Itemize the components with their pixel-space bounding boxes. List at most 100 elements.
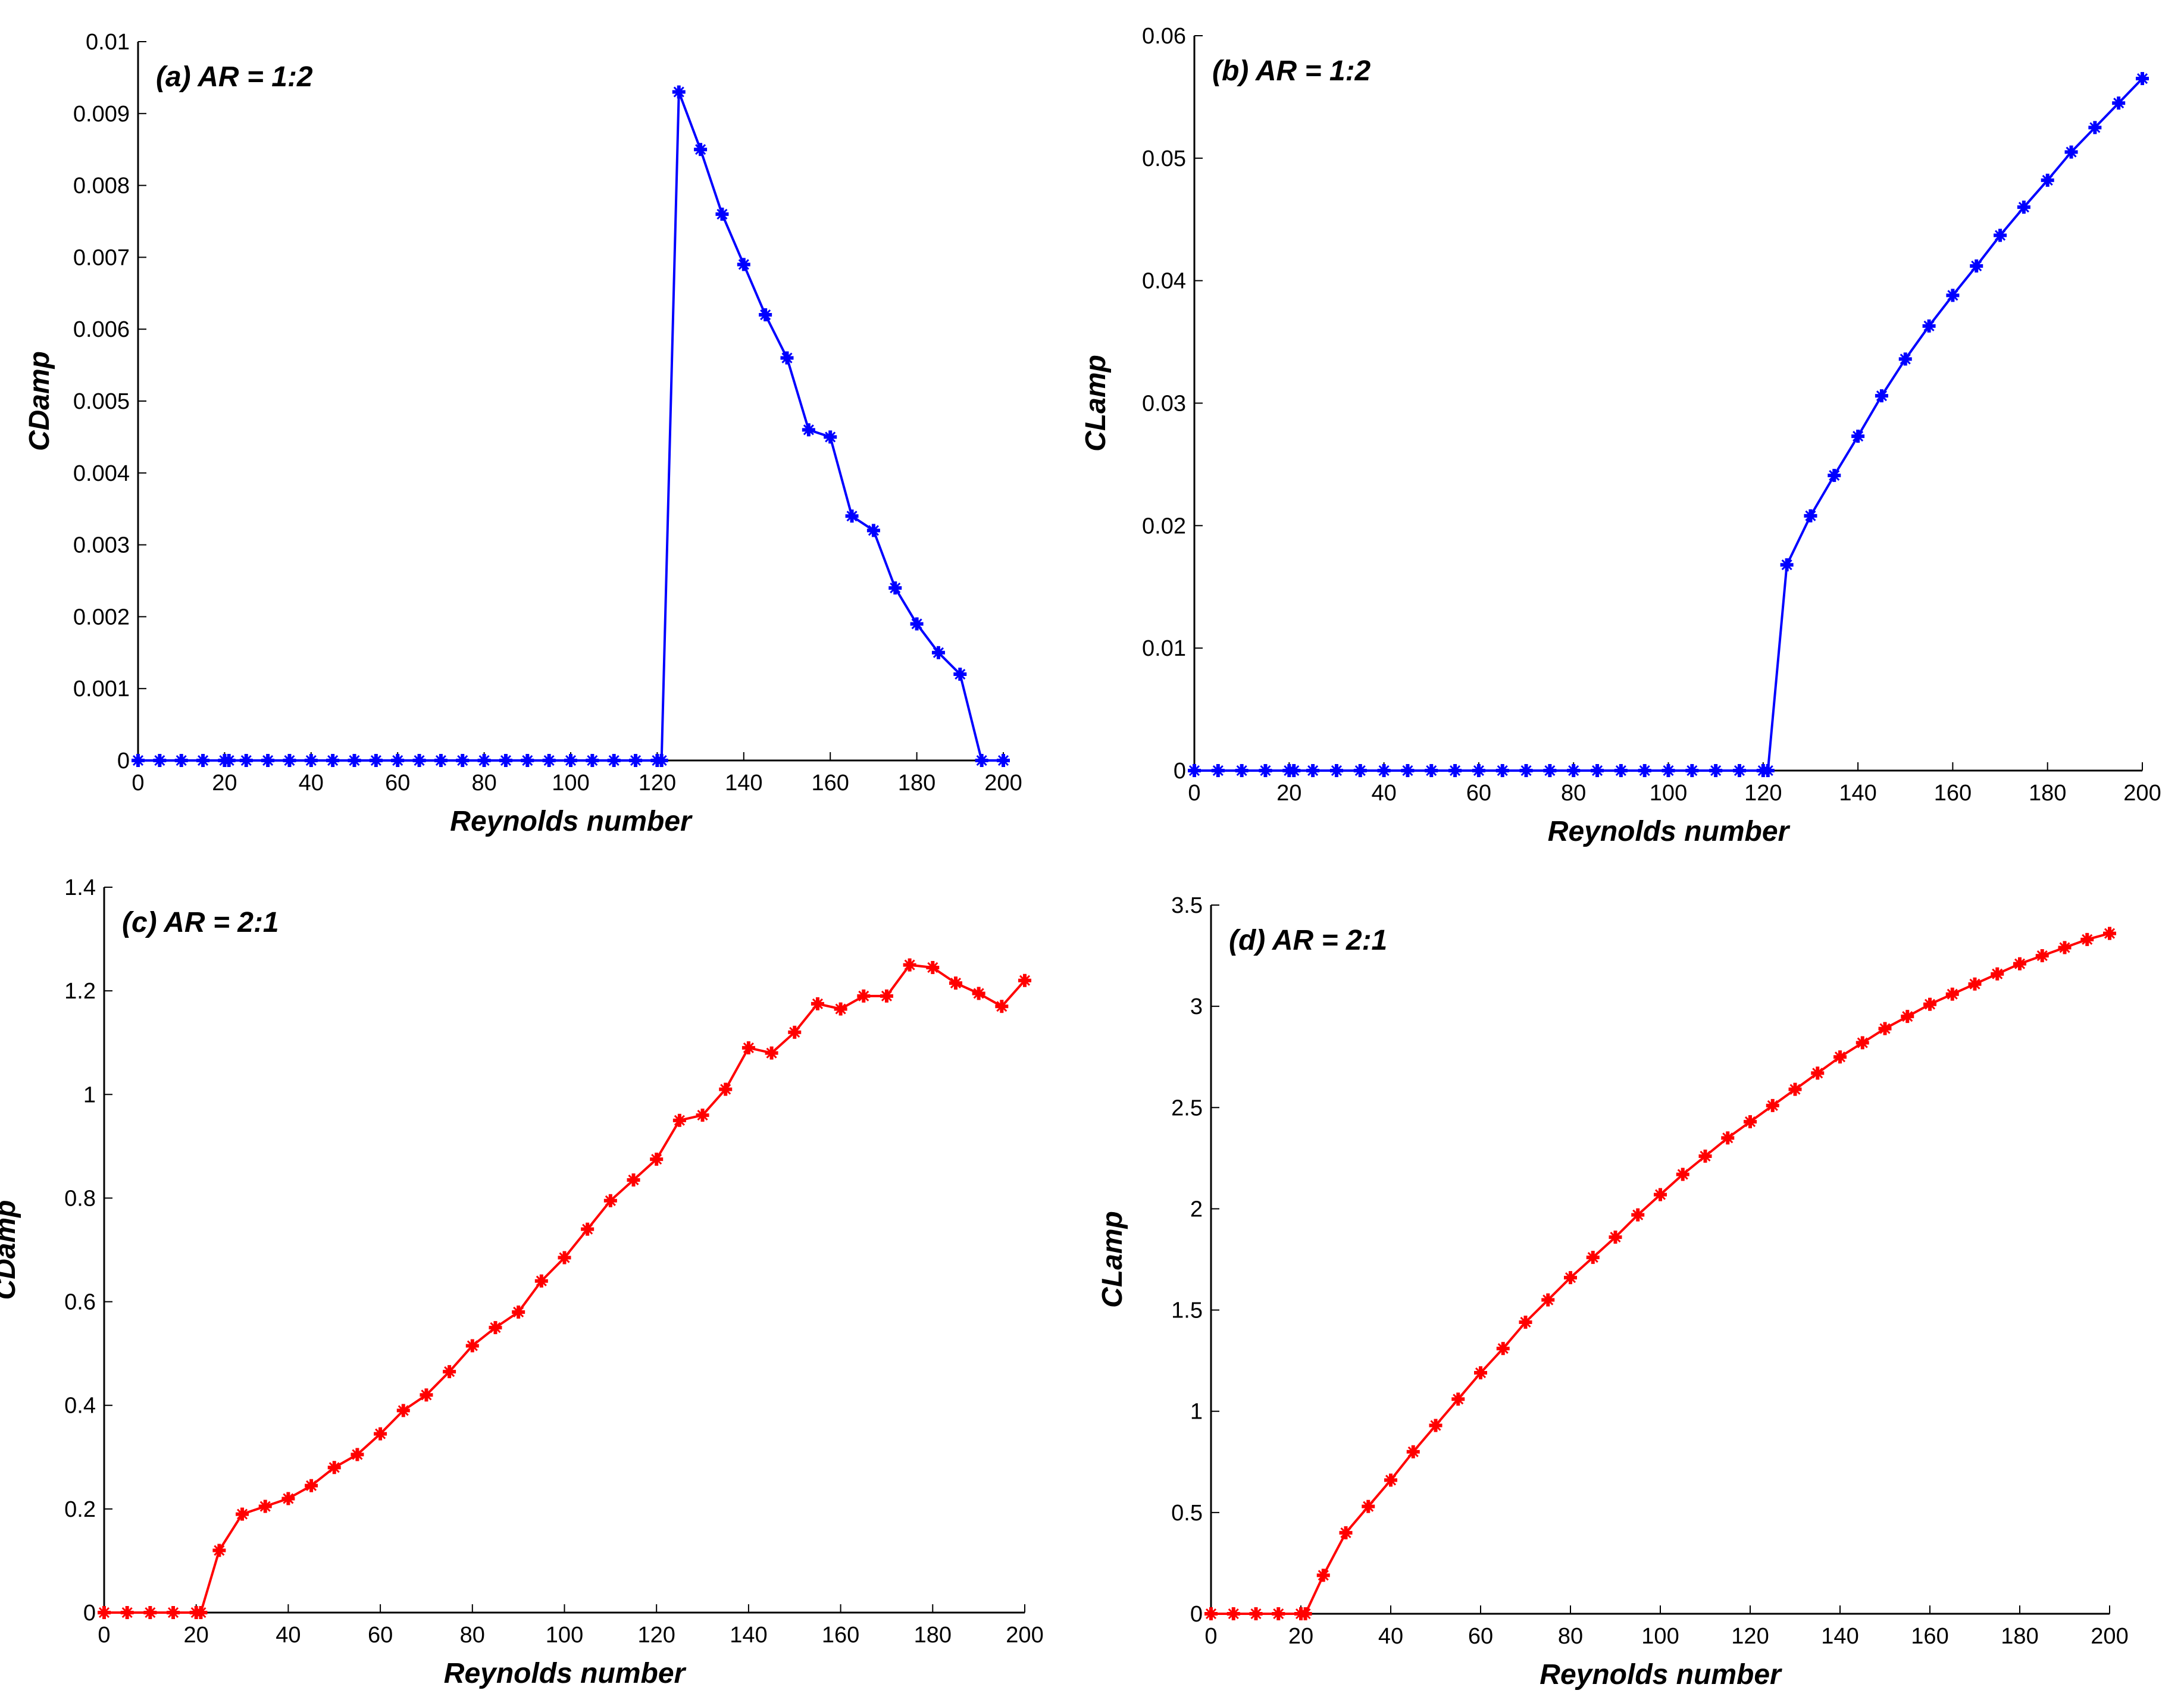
data-point xyxy=(607,754,621,767)
y-tick-label: 0.004 xyxy=(73,461,130,486)
data-point xyxy=(1272,1607,1285,1620)
data-point xyxy=(603,1194,617,1207)
x-tick-label: 100 xyxy=(546,1623,583,1648)
data-point xyxy=(412,754,426,767)
data-point xyxy=(1970,259,1983,273)
data-point xyxy=(1851,430,1865,443)
panel-d: 0 20 40 60 80 100 120 140 160 180 200 0 0.5 1 1.5 2 2.5 3… xyxy=(1097,893,2129,1691)
data-point xyxy=(1761,764,1775,777)
data-point xyxy=(1339,1526,1353,1539)
data-point xyxy=(369,754,383,767)
data-point xyxy=(143,1606,157,1619)
x-tick-label: 200 xyxy=(2123,781,2161,806)
data-point xyxy=(1448,764,1462,777)
data-point xyxy=(1211,764,1225,777)
data-point xyxy=(1968,977,1982,991)
data-point xyxy=(1564,1271,1577,1285)
data-point xyxy=(931,646,945,659)
data-point xyxy=(98,1606,111,1619)
panel-title: (d) AR = 2:1 xyxy=(1229,925,1387,956)
data-point xyxy=(1609,1231,1622,1244)
data-point xyxy=(1384,1473,1397,1487)
y-tick-label: 2 xyxy=(1190,1197,1203,1222)
data-point xyxy=(1685,764,1699,777)
y-tick-label: 0.8 xyxy=(64,1186,96,1211)
x-tick-label: 60 xyxy=(368,1623,393,1648)
data-point xyxy=(327,1461,341,1475)
y-tick-label: 0.006 xyxy=(73,317,130,342)
y-tick-label: 0.008 xyxy=(73,174,130,199)
y-tick-label: 0 xyxy=(117,749,130,774)
data-point xyxy=(802,423,815,437)
series-line xyxy=(1211,932,2110,1615)
data-point xyxy=(866,524,880,537)
data-point xyxy=(788,1025,802,1039)
x-tick-label: 160 xyxy=(811,771,849,796)
data-point xyxy=(845,509,859,523)
data-point xyxy=(1306,764,1320,777)
data-point xyxy=(1235,764,1249,777)
data-point xyxy=(737,258,750,271)
data-point xyxy=(512,1305,525,1319)
data-point xyxy=(1721,1131,1735,1145)
data-point xyxy=(655,754,668,767)
y-tick-label: 0.05 xyxy=(1142,146,1186,171)
x-tick-label: 20 xyxy=(1276,781,1301,806)
data-point xyxy=(558,1251,571,1264)
data-point xyxy=(1496,1342,1510,1356)
data-point xyxy=(258,1500,272,1513)
data-point xyxy=(1567,764,1581,777)
data-point xyxy=(975,754,988,767)
data-point xyxy=(281,1492,295,1505)
x-tick-label: 60 xyxy=(1466,781,1491,806)
data-point xyxy=(1362,1500,1375,1513)
data-point xyxy=(477,754,491,767)
x-tick-label: 100 xyxy=(1641,1624,1679,1649)
y-tick-label: 1.5 xyxy=(1171,1298,1203,1323)
data-point xyxy=(1788,1082,1802,1096)
data-point xyxy=(1698,1149,1712,1163)
data-point xyxy=(1833,1050,1847,1064)
panel-c: 0 20 40 60 80 100 120 140 160 180 200 0 0.2 0.4 0.6 0.8… xyxy=(0,875,1044,1689)
data-point xyxy=(629,754,643,767)
y-tick-label: 0.2 xyxy=(64,1497,96,1522)
data-point xyxy=(2035,949,2049,963)
y-tick-label: 0.002 xyxy=(73,605,130,630)
data-point xyxy=(1591,764,1604,777)
data-point xyxy=(672,1113,686,1127)
y-tick-label: 0.6 xyxy=(64,1290,96,1315)
x-tick-label: 20 xyxy=(184,1623,209,1648)
y-tick-label: 0.003 xyxy=(73,533,130,558)
data-point xyxy=(1018,973,1031,987)
x-tick-label: 140 xyxy=(1821,1624,1858,1649)
data-point xyxy=(1676,1167,1689,1181)
y-tick-label: 1.4 xyxy=(64,875,96,900)
data-point xyxy=(880,989,893,1003)
y-tick-label: 0.5 xyxy=(1171,1501,1203,1526)
x-axis-label: Reynolds number xyxy=(444,1658,687,1689)
data-point xyxy=(1780,558,1794,572)
data-point xyxy=(120,1606,134,1619)
x-tick-label: 40 xyxy=(299,771,324,796)
data-point xyxy=(396,1404,410,1417)
data-point xyxy=(1804,509,1817,522)
data-point xyxy=(499,754,512,767)
x-tick-label: 80 xyxy=(460,1623,485,1648)
y-tick-label: 0.007 xyxy=(73,245,130,270)
y-axis-label: CDamp xyxy=(0,1200,21,1300)
data-point xyxy=(1614,764,1628,777)
data-point xyxy=(1259,764,1272,777)
data-point xyxy=(949,976,962,990)
x-tick-label: 200 xyxy=(2091,1624,2128,1649)
data-point xyxy=(1451,1392,1465,1406)
data-point xyxy=(1875,389,1888,403)
y-tick-label: 2.5 xyxy=(1171,1095,1203,1120)
series-line xyxy=(138,90,1003,762)
y-tick-label: 1 xyxy=(83,1082,96,1107)
data-point xyxy=(2017,201,2030,214)
x-tick-label: 120 xyxy=(639,771,676,796)
y-tick-label: 0.06 xyxy=(1142,24,1186,49)
panel-title: (c) AR = 2:1 xyxy=(122,907,279,938)
y-tick-label: 1 xyxy=(1190,1400,1203,1425)
data-point xyxy=(521,754,534,767)
